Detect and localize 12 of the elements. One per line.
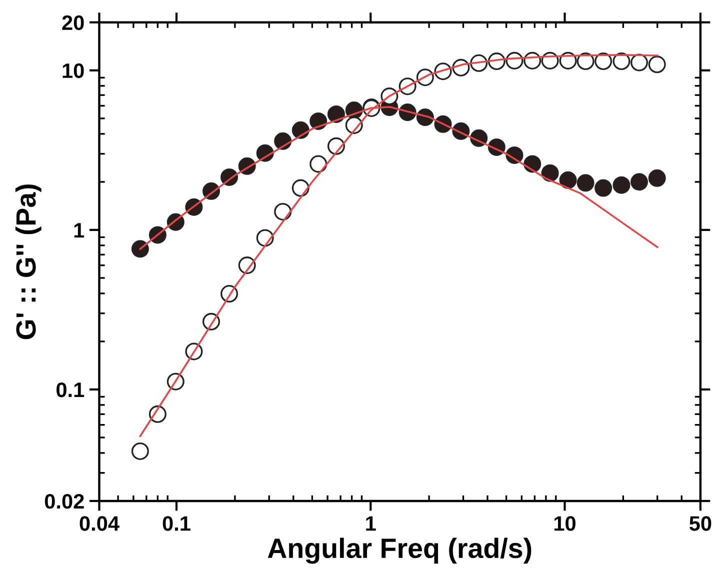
y-tick-label: 0.02	[44, 494, 84, 509]
x-tick-label: 1	[366, 516, 376, 531]
x-tick-label: 0.1	[162, 516, 190, 531]
y-tick-label: 20	[62, 15, 84, 30]
y-tick-label: 10	[62, 63, 84, 78]
x-axis-title: Angular Freq (rad/s)	[268, 538, 532, 564]
y-tick-label: 0.1	[56, 382, 84, 398]
y-tick-label: 1	[74, 223, 84, 238]
x-tick-label: 50	[689, 516, 712, 531]
x-tick-label: 10	[554, 516, 576, 531]
y-axis-title: G' :: G'' (Pa)	[15, 184, 42, 340]
x-tick-label: 0.04	[80, 516, 120, 531]
